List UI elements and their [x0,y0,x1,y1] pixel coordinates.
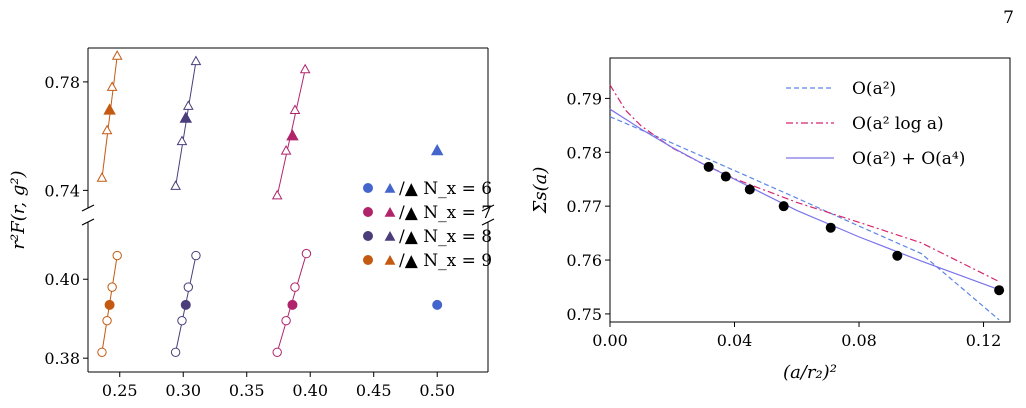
extrapolated-circle [180,299,191,310]
data-triangle-open [299,63,311,74]
fit-line-upper [175,61,197,187]
data-circle-open [112,250,122,261]
data-triangle-open [271,189,283,200]
left-x-tick-label: 0.50 [419,381,455,400]
fit-curve [609,108,1000,291]
axis-break-mark [81,218,95,226]
left-x-tick-label: 0.25 [102,381,138,400]
data-point [892,250,903,261]
legend-marker-circle [363,207,373,217]
data-point [720,171,731,182]
right-y-tick-label: 0.79 [566,89,602,108]
left-y-tick-label: 0.38 [44,349,80,368]
legend-label: O(a²) + O(a⁴) [852,149,965,169]
extrapolated-triangle [179,111,193,123]
right-y-tick-label: 0.78 [566,143,602,162]
left-y-tick-label: 0.78 [44,73,80,92]
legend-label: /▲ N_x = 9 [399,251,492,271]
left-x-tick-label: 0.35 [229,381,265,400]
legend-marker-circle [363,255,373,265]
data-point [778,201,789,212]
right-x-tick-label: 0.08 [841,331,877,350]
right-y-tick-label: 0.77 [566,197,602,216]
data-circle-open [290,282,300,292]
extrapolated-triangle [103,103,116,115]
left-y-tick-label: 0.40 [44,270,80,289]
data-triangle-open [101,124,113,135]
data-point [825,222,836,233]
data-circle-open [107,282,117,292]
axis-break-mark [481,218,495,226]
data-circle-open [191,250,201,261]
right-x-tick-label: 0.00 [592,331,628,350]
data-circle-open [301,248,312,259]
page-number: 7 [1003,8,1014,28]
data-circle-open [102,315,112,326]
axis-break-mark [81,204,95,212]
data-triangle-open [106,81,118,91]
legend-marker-circle [363,183,373,193]
data-circle-open [281,315,291,326]
data-triangle-open [170,180,181,190]
right-y-axis-label: Σs(a) [530,167,551,215]
data-point [994,285,1005,296]
legend-label: /▲ N_x = 8 [399,227,492,247]
data-triangle-open [176,135,188,146]
right-y-tick-label: 0.76 [566,251,602,270]
legend-label: /▲ N_x = 6 [399,179,492,199]
legend-label: /▲ N_x = 7 [399,203,492,223]
right-plot-frame [609,57,1011,323]
data-point [744,184,755,195]
data-point [703,161,714,172]
legend-label: O(a²) [852,79,896,99]
extrapolated-circle [287,299,298,310]
fit-curve [609,84,1000,283]
fit-curve [609,116,1000,321]
legend-label: O(a² log a) [852,114,944,134]
extrapolated-triangle [286,129,299,141]
data-triangle-open [182,100,194,110]
data-circle-open [272,347,282,357]
axis-break-mark [481,204,495,212]
legend-marker-triangle [384,255,396,265]
data-triangle-open [96,172,108,182]
extrapolated-circle [104,299,115,310]
data-triangle-open [190,55,202,66]
left-x-tick-label: 0.45 [356,381,392,400]
data-triangle-open [280,145,292,155]
data-triangle-open [289,104,301,114]
legend-marker-triangle [384,183,396,193]
fit-line-upper [101,56,118,179]
right-x-tick-label: 0.12 [966,331,1002,350]
data-circle-open [170,347,181,357]
data-circle-open [183,282,194,292]
left-y-axis-label: r²F(r, g²) [8,170,29,249]
legend-marker-circle [363,231,373,241]
right-x-tick-label: 0.04 [717,331,753,350]
left-x-tick-label: 0.40 [292,381,328,400]
extrapolated-triangle [430,144,444,156]
right-y-tick-label: 0.75 [566,305,602,324]
left-x-tick-label: 0.30 [165,381,201,400]
legend-marker-triangle [384,231,396,241]
legend-marker-triangle [384,207,396,217]
extrapolated-circle [432,299,443,310]
right-x-axis-label: (a/r₂)² [783,362,837,383]
data-triangle-open [111,50,123,60]
data-circle-open [97,347,107,357]
data-circle-open [177,315,187,326]
left-y-tick-label: 0.74 [44,181,80,200]
